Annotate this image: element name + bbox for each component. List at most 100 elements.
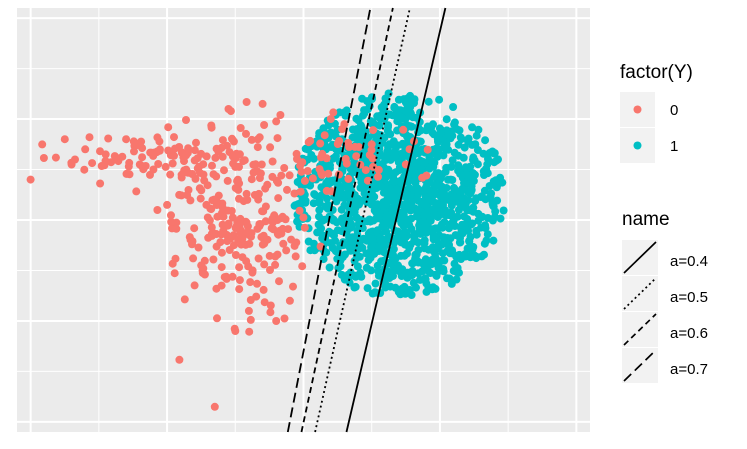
point-class-0 (149, 165, 158, 174)
point-class-0 (282, 246, 291, 255)
point-class-0 (228, 152, 237, 161)
point-class-0 (266, 266, 274, 274)
point-class-0 (161, 162, 170, 171)
point-class-1 (469, 207, 478, 216)
point-class-0 (243, 222, 252, 231)
point-class-1 (429, 162, 438, 171)
point-class-1 (422, 210, 431, 219)
point-class-0 (422, 171, 431, 180)
point-class-0 (132, 187, 141, 196)
point-class-1 (404, 94, 412, 103)
point-class-0 (255, 133, 264, 142)
point-class-1 (356, 183, 365, 192)
point-class-1 (378, 159, 387, 168)
point-class-1 (290, 201, 299, 210)
point-class-0 (399, 125, 408, 134)
point-class-1 (357, 272, 366, 281)
point-class-0 (184, 168, 193, 177)
point-class-1 (459, 153, 468, 162)
point-class-0 (238, 234, 247, 243)
point-class-0 (271, 260, 280, 269)
point-class-1 (367, 266, 376, 275)
point-class-1 (330, 231, 338, 240)
point-class-1 (419, 217, 428, 226)
point-class-1 (352, 194, 361, 203)
point-class-1 (424, 97, 433, 106)
point-class-0 (260, 260, 269, 269)
point-class-1 (310, 246, 319, 255)
point-class-1 (416, 156, 425, 165)
point-class-0 (107, 158, 116, 167)
point-class-0 (180, 295, 189, 304)
point-class-1 (439, 233, 448, 242)
point-class-1 (389, 148, 398, 157)
point-class-0 (274, 194, 283, 203)
point-class-1 (309, 154, 318, 163)
point-class-1 (489, 236, 498, 245)
point-class-0 (190, 281, 199, 290)
point-class-1 (413, 256, 422, 265)
point-class-0 (129, 137, 138, 146)
point-class-0 (291, 252, 300, 261)
point-class-0 (196, 194, 205, 203)
point-class-1 (415, 188, 424, 197)
point-class-1 (392, 185, 401, 194)
point-class-0 (125, 170, 134, 179)
point-class-0 (223, 141, 231, 150)
point-class-0 (231, 327, 240, 335)
point-class-1 (337, 270, 346, 279)
point-class-0 (251, 160, 260, 169)
point-class-1 (341, 111, 350, 120)
point-class-0 (228, 272, 237, 281)
point-class-1 (412, 250, 421, 259)
point-class-0 (163, 200, 172, 209)
point-class-1 (383, 126, 392, 135)
point-class-1 (311, 191, 320, 200)
point-class-1 (374, 247, 383, 255)
point-class-0 (190, 146, 199, 155)
line-legend-swatch-2 (623, 313, 657, 346)
point-class-0 (354, 143, 363, 151)
point-class-0 (101, 150, 110, 159)
point-class-1 (328, 244, 337, 252)
point-class-1 (414, 206, 423, 215)
point-class-1 (412, 283, 420, 292)
line-legend-label-0: a=0.4 (670, 253, 708, 270)
point-class-0 (299, 213, 308, 222)
point-class-0 (245, 239, 254, 248)
point-class-1 (452, 275, 461, 284)
point-class-1 (480, 250, 488, 259)
point-class-0 (81, 145, 90, 154)
point-class-0 (194, 243, 203, 252)
point-class-1 (436, 202, 445, 211)
point-class-1 (468, 123, 477, 132)
point-class-0 (195, 168, 204, 177)
point-class-1 (490, 212, 499, 221)
point-class-0 (365, 151, 374, 159)
point-class-0 (205, 216, 214, 225)
point-class-0 (303, 167, 312, 175)
point-class-0 (207, 205, 216, 214)
point-class-0 (38, 140, 47, 149)
point-class-0 (170, 133, 178, 142)
point-class-1 (456, 169, 465, 178)
point-class-1 (363, 284, 372, 293)
point-class-1 (410, 158, 419, 167)
point-class-0 (274, 178, 283, 187)
point-class-0 (249, 168, 258, 177)
point-class-0 (341, 154, 350, 163)
point-class-0 (235, 221, 244, 229)
point-class-1 (423, 266, 432, 275)
point-class-0 (236, 214, 245, 223)
point-class-1 (368, 242, 377, 251)
point-class-0 (324, 169, 333, 178)
point-class-0 (172, 224, 181, 233)
point-class-1 (397, 238, 406, 247)
point-class-0 (318, 149, 327, 158)
point-class-0 (273, 250, 282, 259)
point-class-1 (351, 282, 360, 291)
point-class-0 (235, 194, 243, 203)
point-class-0 (274, 230, 283, 239)
point-class-0 (254, 254, 263, 263)
